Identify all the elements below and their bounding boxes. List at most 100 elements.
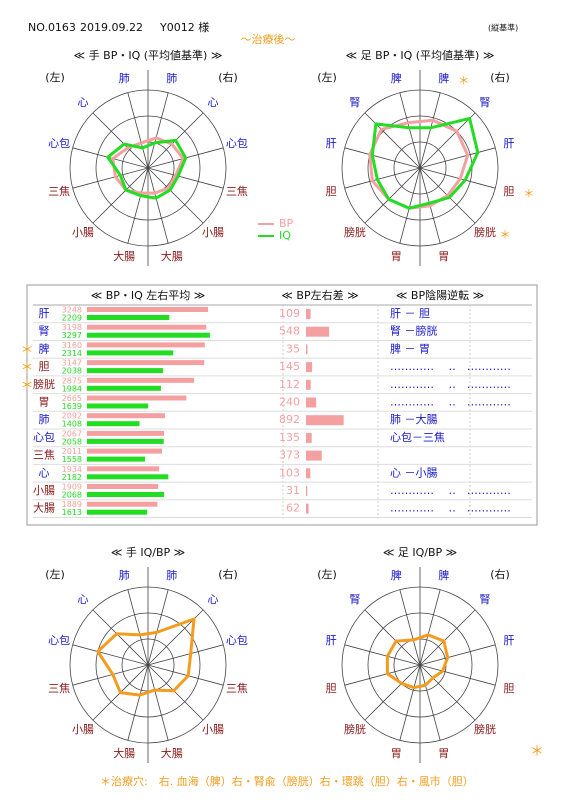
side-label: (右) [218,567,238,581]
diff-value: 373 [279,449,300,462]
inversion-pair: 心 －小腸 [390,466,438,479]
bp-bar [87,377,195,383]
spoke [72,644,149,666]
axis-label: 大腸 [113,249,135,263]
axis-label: 小腸 [72,723,94,736]
diff-bar [306,503,309,514]
spoke [419,644,496,666]
axis-label: 心包 [226,137,248,150]
table-header: ≪ BP陰陽逆転 ≫ [396,288,484,302]
radar-line [111,136,185,195]
axis-label: 肺 [119,569,130,582]
iq-value: 2182 [62,473,82,482]
side-label: (右) [490,70,510,84]
bp-value: 3160 [62,341,82,350]
side-label: (左) [45,568,65,581]
row-label: 大腸 [33,501,55,515]
basis-note: (縦基準) [488,23,518,33]
inversion-pair: ………… ‥ ………… [390,378,511,391]
side-label: (右) [490,567,510,581]
side-label: (左) [45,71,65,84]
footer-star: ＊ [530,744,544,760]
axis-label: 三焦 [48,185,70,198]
inversion-pair: 肝 － 胆 [390,307,430,320]
diff-bar [306,486,308,496]
iq-value: 1639 [62,402,82,411]
diff-value: 35 [286,342,300,355]
diff-value: 62 [286,502,300,515]
chart-title: ≪ 手 IQ/BP ≫ [111,545,185,559]
bp-bar [87,395,187,401]
bp-bar [87,324,207,330]
diff-bar [306,344,308,355]
side-label: (左) [317,71,337,84]
iq-bar [87,368,163,374]
diff-bar [306,397,317,408]
spoke [419,589,441,666]
iq-bar [87,509,148,515]
bp-value: 2011 [62,447,82,456]
bp-value: 3198 [62,323,82,332]
spoke [147,167,169,244]
spoke [344,167,421,189]
chart-title: ≪ 手 BP・IQ (平均値基準) ≫ [74,48,223,62]
axis-label: 心 [77,593,88,606]
iq-value: 2038 [62,367,82,376]
axis-label: 腎 [480,593,491,606]
inversion-pair: ………… ‥ ………… [390,396,511,409]
bp-value: 1909 [62,483,82,492]
axis-label: 三焦 [226,185,248,198]
axis-label: 膀胱 [344,225,366,239]
iq-value: 2209 [62,314,82,323]
axis-label: 胃 [438,250,449,263]
axis-label: 心 [77,96,88,109]
axis-label: 小腸 [72,226,94,239]
inversion-pair: 肺 －大腸 [390,412,438,426]
bp-bar [87,413,165,419]
bp-value: 2665 [62,394,82,403]
axis-label: 三焦 [226,682,248,695]
diff-bar [306,432,312,443]
iq-value: 3297 [62,331,82,340]
bp-value: 3248 [62,306,82,315]
spoke [364,609,421,666]
spoke [147,664,204,721]
axis-star: ＊ [523,187,534,200]
axis-label: 大腸 [161,249,183,263]
diff-value: 240 [279,396,300,409]
axis-label: 心包 [226,634,248,647]
legend-label: IQ [279,229,291,242]
row-label: 胃 [39,396,50,409]
spoke [127,92,149,169]
spoke [147,92,169,169]
spoke [147,167,224,189]
bp-value: 2092 [62,412,82,421]
diff-value: 103 [279,466,300,479]
axis-label: 大腸 [113,746,135,760]
diff-bar [306,362,313,373]
spoke [147,644,224,666]
spoke [419,147,496,169]
spoke [127,589,149,666]
bp-value: 2875 [62,376,82,385]
chart-title: ≪ 足 BP・IQ (平均値基準) ≫ [346,48,495,62]
table-header: ≪ BP左右差 ≫ [281,288,358,302]
spoke [92,112,149,169]
iq-value: 2068 [62,491,82,500]
bp-bar [87,448,162,454]
diff-value: 548 [279,325,300,338]
iq-bar [87,350,174,356]
row-label: 脾 [39,341,50,355]
spoke [419,167,496,189]
iq-bar [87,332,210,338]
iq-bar [87,456,146,462]
radar-line [106,138,188,200]
axis-label: 胃 [391,747,402,760]
axis-label: 胆 [326,682,337,695]
spoke [92,167,149,224]
diff-bar [306,415,344,426]
iq-bar [87,403,149,409]
iq-bar [87,492,165,497]
spoke [72,664,149,686]
spoke [344,644,421,666]
